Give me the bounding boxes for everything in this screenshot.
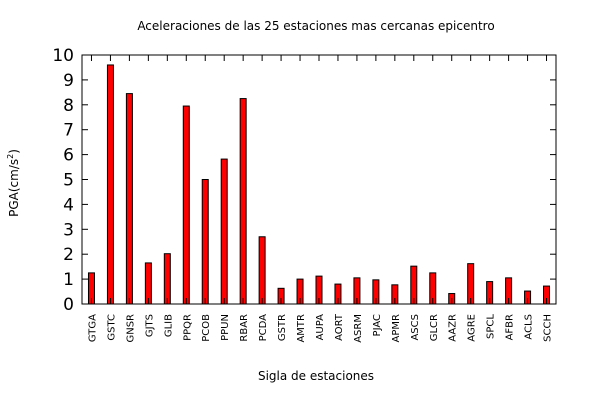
x-tick-label: GLIB bbox=[163, 314, 174, 337]
y-axis-title-end: ) bbox=[7, 149, 21, 154]
x-tick-label: SPCL bbox=[486, 314, 497, 339]
y-tick-label: 4 bbox=[63, 195, 74, 215]
x-tick-label: RBAR bbox=[239, 314, 250, 342]
x-tick-label: GSTR bbox=[277, 314, 288, 341]
bar-gjts bbox=[144, 262, 152, 305]
x-tick-label: PCOB bbox=[201, 314, 212, 342]
bar-glib bbox=[163, 253, 171, 305]
y-tick-label: 2 bbox=[63, 245, 74, 265]
plot-frame bbox=[81, 54, 557, 305]
x-tick-label: AMTR bbox=[296, 314, 307, 343]
chart-title: Aceleraciones de las 25 estaciones mas c… bbox=[137, 19, 494, 33]
x-tick-label: PJAC bbox=[372, 314, 383, 336]
bar-pcda bbox=[258, 236, 266, 305]
y-axis: 0 1 2 3 4 5 6 7 8 9 10 bbox=[52, 46, 556, 315]
bars-layer bbox=[87, 64, 551, 305]
x-tick-label: PPQR bbox=[182, 314, 193, 341]
y-tick-label: 9 bbox=[63, 71, 74, 91]
x-tick-label: GNSR bbox=[125, 314, 136, 343]
y-tick-label: 10 bbox=[52, 46, 74, 66]
bar-rbar bbox=[239, 98, 247, 305]
y-axis-title-superscript: 2 bbox=[6, 154, 15, 159]
x-tick-label: ASRM bbox=[353, 314, 364, 343]
x-axis-title: Sigla de estaciones bbox=[258, 369, 374, 383]
bar-gnsr bbox=[125, 93, 133, 305]
x-tick-label: ACLS bbox=[524, 314, 535, 340]
bar-agre bbox=[467, 263, 475, 305]
x-tick-label: AGRE bbox=[467, 314, 478, 342]
y-tick-label: 8 bbox=[63, 96, 74, 116]
x-tick-label: AAZR bbox=[448, 314, 459, 342]
x-tick-label: GSTC bbox=[106, 314, 117, 341]
y-tick-label: 5 bbox=[63, 171, 74, 191]
y-tick-label: 7 bbox=[63, 121, 74, 141]
x-tick-label: PCDA bbox=[258, 314, 269, 342]
x-tick-label: GTGA bbox=[87, 314, 98, 342]
x-tick-label: SCCH bbox=[543, 314, 554, 342]
x-tick-label: APMR bbox=[391, 314, 402, 342]
x-tick-label: PPUN bbox=[220, 314, 231, 341]
y-axis-title-main: PGA(cm/s bbox=[7, 159, 21, 217]
y-tick-label: 6 bbox=[63, 146, 74, 166]
bar-gstc bbox=[106, 64, 114, 305]
x-axis: GTGA GSTC GNSR GJTS GLIB PPQR PCOB PPUN RBAR PCDA… bbox=[87, 55, 554, 343]
bar-ppun bbox=[220, 158, 228, 305]
x-tick-label: ASCS bbox=[410, 314, 421, 341]
y-tick-label: 0 bbox=[63, 295, 74, 315]
y-tick-label: 3 bbox=[63, 220, 74, 240]
y-tick-label: 1 bbox=[63, 270, 74, 290]
x-tick-label: AORT bbox=[334, 313, 345, 341]
bar-ppqr bbox=[182, 105, 190, 305]
x-tick-label: GLCR bbox=[429, 314, 440, 341]
x-tick-label: AUPA bbox=[315, 314, 326, 341]
y-axis-title: PGA(cm/s2) bbox=[6, 149, 21, 217]
bar-pcob bbox=[201, 179, 209, 305]
x-tick-label: GJTS bbox=[144, 314, 155, 337]
x-tick-label: AFBR bbox=[505, 314, 516, 340]
